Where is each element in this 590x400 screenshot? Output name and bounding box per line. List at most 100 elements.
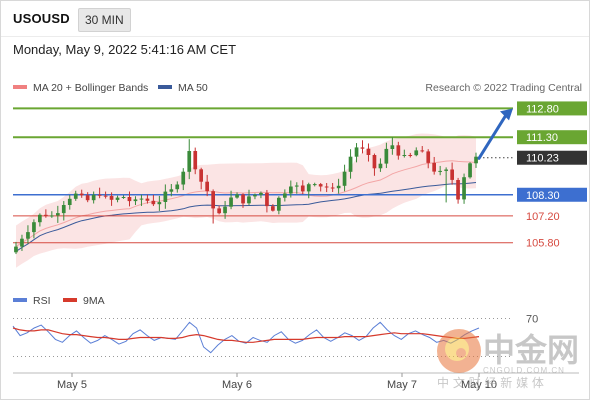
candle-5 xyxy=(44,209,48,218)
rsi-legend-label-0: RSI xyxy=(33,295,51,307)
candle-body xyxy=(360,147,365,149)
candle-66 xyxy=(408,152,413,158)
candle-69 xyxy=(426,149,431,169)
rsi-legend-swatch-0 xyxy=(13,298,27,302)
candle-8 xyxy=(61,201,66,221)
candle-37 xyxy=(235,192,239,199)
candle-39 xyxy=(247,189,251,206)
candle-body xyxy=(97,194,102,196)
candle-24 xyxy=(157,195,162,211)
candle-36 xyxy=(229,190,233,210)
candle-body xyxy=(103,195,108,197)
candle-72 xyxy=(444,167,448,203)
candle-body xyxy=(235,194,239,198)
candle-16 xyxy=(109,192,114,206)
current-price-tag xyxy=(517,150,587,165)
candle-27 xyxy=(175,181,180,193)
candle-76 xyxy=(468,162,472,179)
candle-41 xyxy=(259,191,263,199)
candle-body xyxy=(85,195,90,201)
ma50-line xyxy=(15,182,477,252)
candle-75 xyxy=(462,173,466,204)
candle-body xyxy=(468,163,472,178)
candle-60 xyxy=(372,153,377,176)
candle-34 xyxy=(217,205,221,215)
candle-body xyxy=(420,150,425,152)
candle-49 xyxy=(306,182,311,199)
candle-body xyxy=(127,197,132,202)
watermark-tagline: 中 文 财 经 新 媒 体 xyxy=(437,375,544,390)
candle-body xyxy=(121,197,126,198)
candle-body xyxy=(44,214,48,216)
candle-body xyxy=(402,155,407,156)
candle-64 xyxy=(396,141,401,160)
symbol-label: USOUSD xyxy=(13,11,70,26)
candle-65 xyxy=(402,149,407,158)
legend-label-0: MA 20 + Bollinger Bands xyxy=(33,82,148,94)
candle-body xyxy=(265,192,269,207)
candle-11 xyxy=(79,189,84,198)
candle-body xyxy=(300,185,305,192)
candle-body xyxy=(342,171,347,186)
candle-22 xyxy=(145,194,150,204)
candle-body xyxy=(336,185,341,189)
bollinger-band xyxy=(16,133,476,268)
candle-15 xyxy=(103,191,108,199)
candle-body xyxy=(38,214,42,223)
candle-body xyxy=(151,200,156,205)
interval-button[interactable]: 30 MIN xyxy=(78,8,131,32)
candle-45 xyxy=(283,189,287,202)
candle-body xyxy=(205,181,209,192)
candle-67 xyxy=(414,147,419,157)
candle-body xyxy=(67,198,72,205)
candle-58 xyxy=(360,140,365,154)
candle-body xyxy=(294,185,299,187)
candle-body xyxy=(223,206,227,214)
candle-body xyxy=(163,191,168,202)
projection-arrow-head xyxy=(500,108,513,121)
candle-body xyxy=(247,196,251,204)
candle-30 xyxy=(193,147,198,175)
candle-0 xyxy=(14,241,18,255)
candle-body xyxy=(306,184,311,192)
candle-body xyxy=(450,169,454,180)
candle-10 xyxy=(73,190,78,201)
candle-body xyxy=(91,194,96,201)
candle-12 xyxy=(85,192,90,203)
candle-56 xyxy=(348,149,353,179)
watermark-logo-inner xyxy=(445,337,469,361)
level-label-0: 112.80 xyxy=(526,103,559,115)
x-tick-label-1: May 6 xyxy=(222,379,252,391)
candle-2 xyxy=(26,225,30,244)
candle-20 xyxy=(133,196,138,206)
candle-25 xyxy=(163,184,168,209)
candle-body xyxy=(462,177,466,200)
research-credit: Research © 2022 Trading Central xyxy=(425,82,582,94)
candle-32 xyxy=(205,174,209,197)
candle-body xyxy=(229,197,233,207)
candle-body xyxy=(241,194,245,204)
candle-body xyxy=(289,186,293,194)
candle-33 xyxy=(211,189,215,224)
candle-body xyxy=(115,197,120,200)
rsi-ma-line xyxy=(12,327,480,343)
candle-body xyxy=(408,155,413,156)
candle-body xyxy=(277,197,281,211)
legend-swatch-0 xyxy=(13,85,27,89)
candle-71 xyxy=(438,165,442,176)
candle-body xyxy=(199,169,203,182)
candle-body xyxy=(253,194,257,197)
candle-4 xyxy=(38,213,42,227)
candle-55 xyxy=(342,164,347,192)
candle-31 xyxy=(199,167,203,190)
candle-body xyxy=(474,156,478,164)
candle-body xyxy=(366,148,371,155)
watermark-brand: 中金网 xyxy=(483,331,579,369)
candle-body xyxy=(187,151,192,172)
candle-74 xyxy=(456,177,460,204)
level-tag-1 xyxy=(517,130,587,145)
candle-body xyxy=(26,232,30,239)
candle-body xyxy=(354,147,359,157)
candle-body xyxy=(378,163,383,169)
